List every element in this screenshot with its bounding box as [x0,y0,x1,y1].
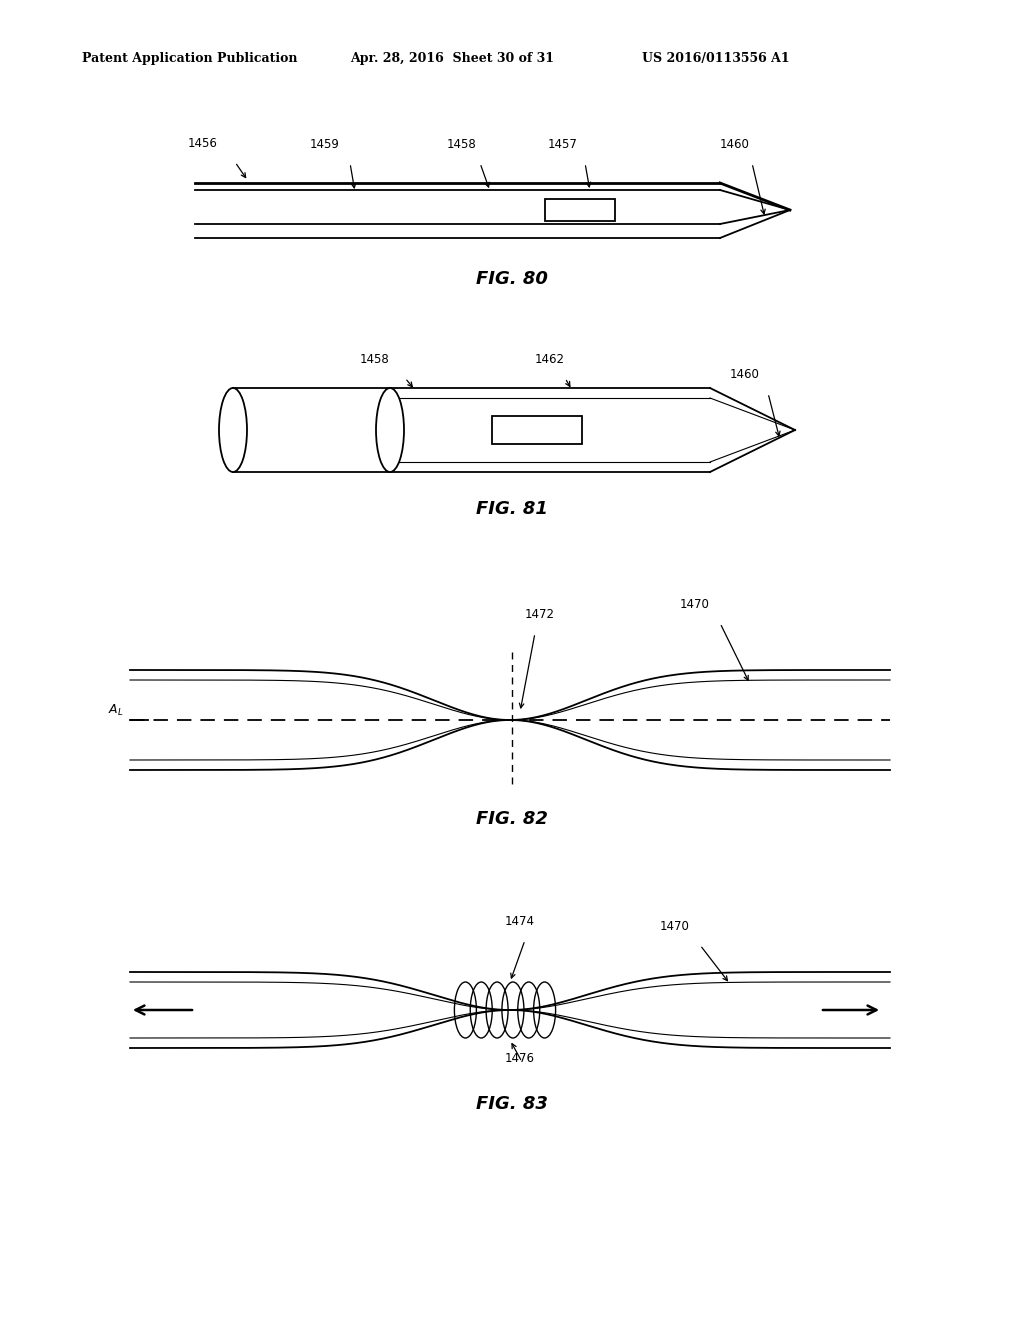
Text: US 2016/0113556 A1: US 2016/0113556 A1 [642,51,790,65]
Text: 1472: 1472 [525,609,555,620]
Text: FIG. 83: FIG. 83 [476,1096,548,1113]
Text: 1459: 1459 [310,139,340,150]
Text: 1457: 1457 [548,139,578,150]
Text: FIG. 80: FIG. 80 [476,271,548,288]
Text: 1470: 1470 [660,920,690,933]
Text: 1474: 1474 [505,915,535,928]
Text: 1456: 1456 [188,137,218,150]
Text: FIG. 82: FIG. 82 [476,810,548,828]
Text: 1458: 1458 [447,139,477,150]
Text: FIG. 81: FIG. 81 [476,500,548,517]
Text: Apr. 28, 2016  Sheet 30 of 31: Apr. 28, 2016 Sheet 30 of 31 [350,51,554,65]
Text: 1462: 1462 [535,352,565,366]
Text: 1458: 1458 [360,352,390,366]
Ellipse shape [219,388,247,473]
Text: 1460: 1460 [720,139,750,150]
Text: $A_L$: $A_L$ [108,704,124,718]
Ellipse shape [376,388,404,473]
Bar [492,416,582,444]
Text: 1460: 1460 [730,368,760,381]
Text: 1470: 1470 [680,598,710,611]
Text: Patent Application Publication: Patent Application Publication [82,51,298,65]
Bar [545,199,615,220]
Text: 1476: 1476 [505,1052,535,1065]
